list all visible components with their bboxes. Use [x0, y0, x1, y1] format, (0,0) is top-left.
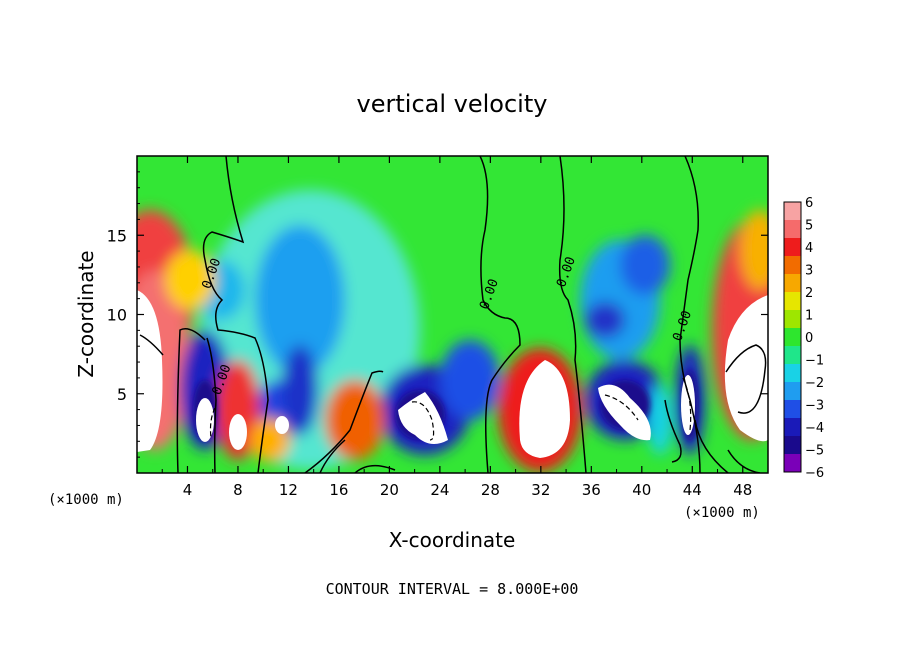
y-axis: 5 10 15 [107, 171, 768, 458]
x-axis-label: X-coordinate [389, 528, 516, 552]
x-tick-label: 48 [733, 481, 752, 499]
x-tick-label: 20 [380, 481, 399, 499]
colorbar-label: 5 [805, 219, 813, 234]
colorbar-swatch [784, 346, 801, 365]
colorbar-swatch [784, 202, 801, 221]
x-tick-label: 16 [329, 481, 348, 499]
x-axis: 4 8 12 16 20 24 28 32 36 40 44 48 [161, 156, 752, 499]
colorbar-label: −5 [805, 444, 824, 459]
colorbar-label: 2 [805, 286, 813, 301]
colorbar-swatch [784, 292, 801, 311]
heatmap-field [137, 156, 768, 473]
chart-title: vertical velocity [357, 90, 548, 118]
colorbar-label: 0 [805, 331, 813, 346]
colorbar-label: 1 [805, 309, 813, 324]
colorbar-label: 4 [805, 241, 813, 256]
x-tick-label: 44 [683, 481, 702, 499]
colorbar-label: −4 [805, 421, 824, 436]
colorbar-label: −1 [805, 354, 824, 369]
colorbar-label: 3 [805, 264, 813, 279]
x-tick-label: 12 [279, 481, 298, 499]
colorbar-frame [783, 201, 802, 473]
colorbar-swatch [784, 436, 801, 455]
colorbar-label: −2 [805, 376, 824, 391]
x-unit-left: (×1000 m) [48, 492, 124, 508]
x-tick-label: 24 [430, 481, 449, 499]
y-axis-label: Z-coordinate [74, 250, 98, 377]
colorbar-swatch [784, 328, 801, 347]
x-tick-label: 28 [481, 481, 500, 499]
colorbar: 6 5 4 3 2 1 0 −1 −2 −3 −4 −5 −6 [783, 196, 824, 481]
x-tick-label: 40 [632, 481, 651, 499]
colorbar-swatch [784, 418, 801, 437]
x-unit-right: (×1000 m) [684, 505, 760, 521]
x-tick-label: 36 [582, 481, 601, 499]
colorbar-swatch [784, 274, 801, 293]
x-tick-label: 4 [183, 481, 193, 499]
x-tick-label: 8 [233, 481, 243, 499]
y-tick-label: 10 [107, 306, 127, 325]
colorbar-swatch [784, 364, 801, 383]
colorbar-swatch [784, 310, 801, 329]
colorbar-label: 6 [805, 196, 813, 211]
x-tick-label: 32 [531, 481, 550, 499]
colorbar-swatch [784, 220, 801, 239]
colorbar-swatch [784, 256, 801, 275]
colorbar-swatch [784, 400, 801, 419]
colorbar-swatch [784, 382, 801, 401]
y-tick-label: 15 [107, 226, 127, 245]
colorbar-swatch [784, 454, 801, 473]
y-tick-label: 5 [117, 385, 127, 404]
contour-interval-note: CONTOUR INTERVAL = 8.000E+00 [326, 580, 579, 598]
colorbar-swatch [784, 238, 801, 257]
colorbar-label: −6 [805, 466, 824, 481]
colorbar-label: −3 [805, 399, 824, 414]
